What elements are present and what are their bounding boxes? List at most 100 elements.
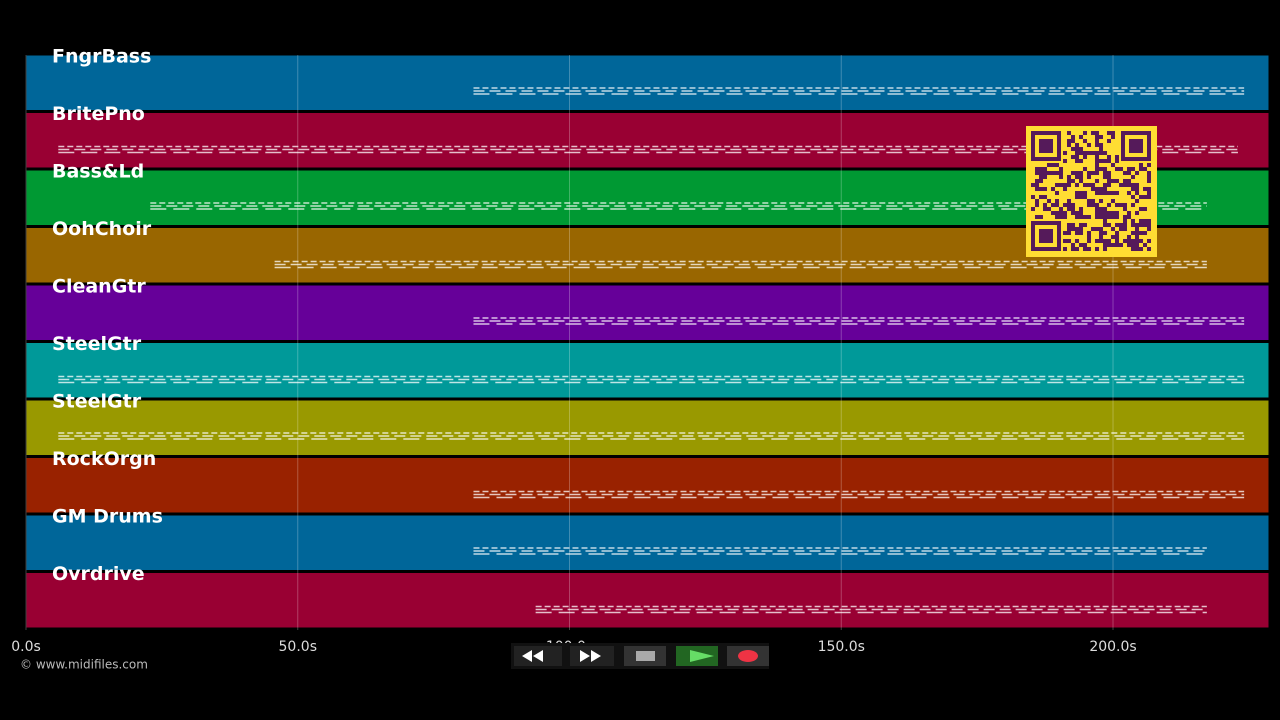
qr-module	[1119, 223, 1123, 227]
qr-module	[1103, 243, 1107, 247]
qr-module	[1139, 219, 1143, 223]
qr-module	[1043, 207, 1047, 211]
qr-module	[1107, 131, 1111, 135]
qr-module	[1091, 151, 1095, 155]
x-tick-label: 50.0s	[279, 639, 317, 655]
qr-module	[1099, 187, 1103, 191]
qr-module	[1107, 183, 1111, 187]
track-name: GM Drums	[52, 506, 163, 528]
qr-module	[1095, 143, 1099, 147]
qr-module	[1135, 199, 1139, 203]
qr-module	[1039, 179, 1043, 183]
qr-module	[1135, 227, 1139, 231]
qr-module	[1043, 203, 1047, 207]
qr-module	[1079, 195, 1083, 199]
qr-module	[1131, 243, 1135, 247]
x-tick-label: 200.0s	[1089, 639, 1136, 655]
qr-module	[1035, 183, 1039, 187]
qr-module	[1123, 179, 1127, 183]
qr-module	[1063, 187, 1067, 191]
qr-module	[1083, 243, 1087, 247]
qr-module	[1135, 223, 1139, 227]
qr-module	[1095, 215, 1099, 219]
qr-module	[1063, 151, 1067, 155]
qr-module	[1107, 171, 1111, 175]
qr-module	[1143, 219, 1147, 223]
qr-module	[1135, 239, 1139, 243]
qr-module	[1111, 135, 1115, 139]
qr-module	[1035, 203, 1039, 207]
qr-module	[1075, 239, 1079, 243]
qr-module	[1139, 207, 1143, 211]
qr-module	[1099, 231, 1103, 235]
qr-module	[1087, 199, 1091, 203]
qr-module	[1127, 183, 1131, 187]
qr-module	[1039, 195, 1043, 199]
forward-button[interactable]	[570, 646, 614, 666]
qr-module	[1083, 195, 1087, 199]
qr-module	[1043, 171, 1047, 175]
qr-module	[1127, 211, 1131, 215]
track-name: CleanGtr	[52, 276, 146, 298]
qr-module	[1039, 175, 1043, 179]
qr-module	[1119, 227, 1123, 231]
qr-module	[1067, 207, 1071, 211]
qr-module	[1079, 147, 1083, 151]
qr-module	[1047, 207, 1051, 211]
qr-module	[1071, 207, 1075, 211]
qr-module	[1087, 231, 1091, 235]
track-lane	[25, 572, 1270, 629]
qr-module	[1071, 243, 1075, 247]
qr-module	[1099, 227, 1103, 231]
qr-module	[1099, 159, 1103, 163]
qr-module	[1147, 223, 1151, 227]
qr-module	[1095, 155, 1099, 159]
qr-module	[1143, 243, 1147, 247]
qr-module	[1087, 171, 1091, 175]
qr-module	[1099, 167, 1103, 171]
qr-module	[1035, 215, 1039, 219]
record-button[interactable]	[727, 646, 769, 666]
qr-module	[1075, 175, 1079, 179]
qr-module	[1071, 139, 1075, 143]
qr-module	[1067, 139, 1071, 143]
qr-module	[1039, 215, 1043, 219]
qr-module	[1107, 175, 1111, 179]
qr-module	[1111, 131, 1115, 135]
qr-module	[1103, 171, 1107, 175]
qr-module	[1139, 247, 1143, 251]
qr-module	[1055, 171, 1059, 175]
rewind-button[interactable]	[514, 646, 562, 666]
qr-module	[1135, 187, 1139, 191]
qr-code	[1026, 126, 1157, 257]
qr-module	[1095, 203, 1099, 207]
qr-module	[1139, 239, 1143, 243]
qr-module	[1079, 211, 1083, 215]
qr-module	[1123, 223, 1127, 227]
qr-module	[1107, 223, 1111, 227]
qr-module	[1107, 159, 1111, 163]
qr-module	[1031, 207, 1035, 211]
qr-module	[1091, 187, 1095, 191]
qr-module	[1147, 195, 1151, 199]
qr-module	[1055, 203, 1059, 207]
qr-module	[1095, 139, 1099, 143]
qr-module	[1087, 143, 1091, 147]
qr-module	[1095, 187, 1099, 191]
qr-module	[1063, 247, 1067, 251]
qr-module	[1131, 219, 1135, 223]
qr-module	[1143, 195, 1147, 199]
qr-module	[1147, 227, 1151, 231]
qr-module	[1083, 247, 1087, 251]
qr-module	[1131, 247, 1135, 251]
qr-module	[1107, 179, 1111, 183]
stop-button[interactable]	[624, 646, 666, 666]
play-button[interactable]	[676, 646, 718, 666]
qr-module	[1043, 187, 1047, 191]
qr-module	[1083, 191, 1087, 195]
qr-module	[1127, 215, 1131, 219]
qr-module	[1143, 223, 1147, 227]
qr-module	[1103, 211, 1107, 215]
track-name: RockOrgn	[52, 448, 156, 470]
